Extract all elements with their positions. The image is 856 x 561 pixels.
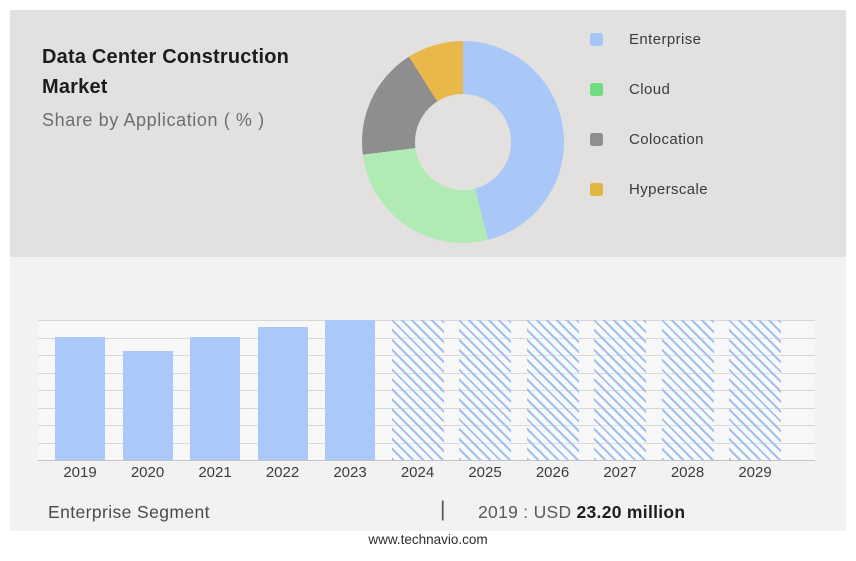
x-tick-2026: 2026 bbox=[535, 464, 570, 481]
legend-swatch-icon bbox=[590, 32, 603, 46]
bar-chart-plot-area bbox=[38, 320, 815, 461]
forecast-bar-2029 bbox=[729, 320, 781, 460]
stat-value: 23.20 million bbox=[576, 502, 686, 522]
forecast-bar-2028 bbox=[661, 320, 714, 460]
donut-hole bbox=[415, 94, 511, 190]
x-axis-labels: 2019 2020 2021 2022 2023 2024 2025 2026 2027 2028… bbox=[10, 464, 846, 486]
x-tick-2024: 2024 bbox=[400, 464, 435, 481]
segment-label: Enterprise Segment bbox=[48, 502, 210, 522]
watermark: www.technavio.com bbox=[368, 532, 488, 547]
x-tick-2025: 2025 bbox=[468, 464, 502, 481]
legend-label: Hyperscale bbox=[629, 180, 709, 198]
legend-swatch-icon bbox=[590, 182, 603, 196]
x-tick-2020: 2020 bbox=[130, 464, 165, 481]
x-tick-2023: 2023 bbox=[333, 464, 367, 481]
legend-item-hyperscale: Hyperscale bbox=[590, 180, 709, 198]
x-tick-2029: 2029 bbox=[738, 464, 772, 481]
bar-2021 bbox=[190, 337, 240, 460]
x-tick-2019: 2019 bbox=[63, 464, 97, 481]
bar-2019 bbox=[55, 337, 105, 460]
bar-2023 bbox=[325, 320, 375, 460]
donut-chart bbox=[362, 41, 564, 243]
legend-item-enterprise: Enterprise bbox=[590, 30, 708, 48]
stat-annotation: 2019 : USD 23.20 million bbox=[478, 502, 685, 523]
legend-label: Colocation bbox=[629, 130, 704, 148]
header-panel: Data Center Construction Market Share by… bbox=[10, 10, 846, 257]
bar-2022 bbox=[257, 327, 308, 460]
forecast-bar-2026 bbox=[526, 320, 579, 460]
legend-swatch-icon bbox=[590, 132, 603, 146]
x-tick-2022: 2022 bbox=[265, 464, 300, 481]
forecast-bar-2025 bbox=[459, 320, 511, 460]
bar-panel: 2019 2020 2021 2022 2023 2024 2025 2026 2027 2028… bbox=[10, 257, 846, 531]
bar-2020 bbox=[122, 351, 173, 460]
page-title: Data Center Construction Market bbox=[42, 46, 290, 98]
legend-swatch-icon bbox=[590, 82, 603, 96]
stat-prefix: 2019 : USD bbox=[478, 502, 572, 522]
legend-label: Cloud bbox=[629, 80, 671, 98]
header-text-block: Data Center Construction Market Share by… bbox=[42, 42, 344, 131]
legend-item-colocation: Colocation bbox=[590, 130, 708, 148]
x-axis-baseline bbox=[38, 460, 815, 461]
x-tick-2021: 2021 bbox=[198, 464, 232, 481]
legend-label: Enterprise bbox=[629, 30, 702, 48]
x-tick-2028: 2028 bbox=[670, 464, 705, 481]
x-tick-2027: 2027 bbox=[603, 464, 637, 481]
footer-separator: | bbox=[440, 498, 446, 521]
legend-item-cloud: Cloud bbox=[590, 80, 708, 98]
page-subtitle: Share by Application ( % ) bbox=[42, 110, 265, 130]
forecast-bar-2024 bbox=[391, 320, 444, 460]
donut-legend: Enterprise Cloud Colocation Hyperscale bbox=[590, 30, 709, 232]
forecast-bar-2027 bbox=[594, 320, 646, 460]
